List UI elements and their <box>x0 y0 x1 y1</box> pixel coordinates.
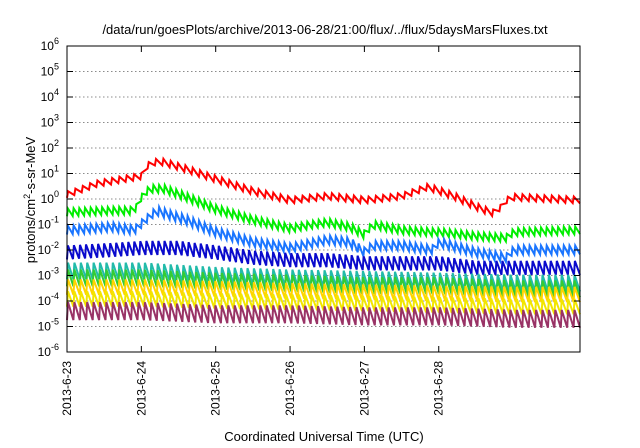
x-tick-label: 2013-6-28 <box>432 361 446 416</box>
series-line-4 <box>66 240 581 276</box>
y-axis-title-superscript: 2 <box>22 194 32 199</box>
series-line-9 <box>66 301 581 328</box>
series-line-1 <box>66 156 581 219</box>
y-axis: 10-6 10-5 10-4 10-3 10-2 10-1 100 101 102 103 104 1… <box>38 36 580 359</box>
y-tick-label: 106 <box>41 36 59 53</box>
y-tick-label: 104 <box>41 87 59 104</box>
series-line-3 <box>66 203 581 266</box>
y-tick-label: 101 <box>41 164 59 181</box>
y-axis-title-suffix: -s-sr-MeV <box>23 136 38 193</box>
x-axis-title: Coordinated Universal Time (UTC) <box>224 429 423 444</box>
y-tick-label: 10-3 <box>38 266 59 283</box>
y-tick-label: 102 <box>41 138 59 155</box>
y-tick-label: 10-5 <box>38 317 59 334</box>
y-axis-title: protons/cm2-s-sr-MeV <box>22 136 38 263</box>
x-tick-label: 2013-6-25 <box>209 361 223 416</box>
series-lines <box>66 156 581 328</box>
x-tick-label: 2013-6-23 <box>60 361 74 416</box>
y-tick-label: 105 <box>41 62 59 79</box>
y-tick-label: 103 <box>41 113 59 130</box>
y-tick-label: 10-6 <box>38 342 59 359</box>
y-tick-label: 10-4 <box>38 291 59 308</box>
x-tick-label: 2013-6-24 <box>134 361 148 416</box>
x-tick-label: 2013-6-26 <box>283 361 297 416</box>
series-line-2 <box>66 181 581 245</box>
x-tick-label: 2013-6-27 <box>357 361 371 416</box>
y-axis-title-prefix: protons/cm <box>23 199 38 263</box>
y-tick-label: 10-2 <box>38 240 59 257</box>
y-tick-label: 10-1 <box>38 215 59 232</box>
chart-title: /data/run/goesPlots/archive/2013-06-28/2… <box>102 22 548 37</box>
x-axis: 2013-6-23 2013-6-24 2013-6-25 2013-6-26 2013… <box>60 46 446 416</box>
y-tick-label: 100 <box>41 189 59 206</box>
